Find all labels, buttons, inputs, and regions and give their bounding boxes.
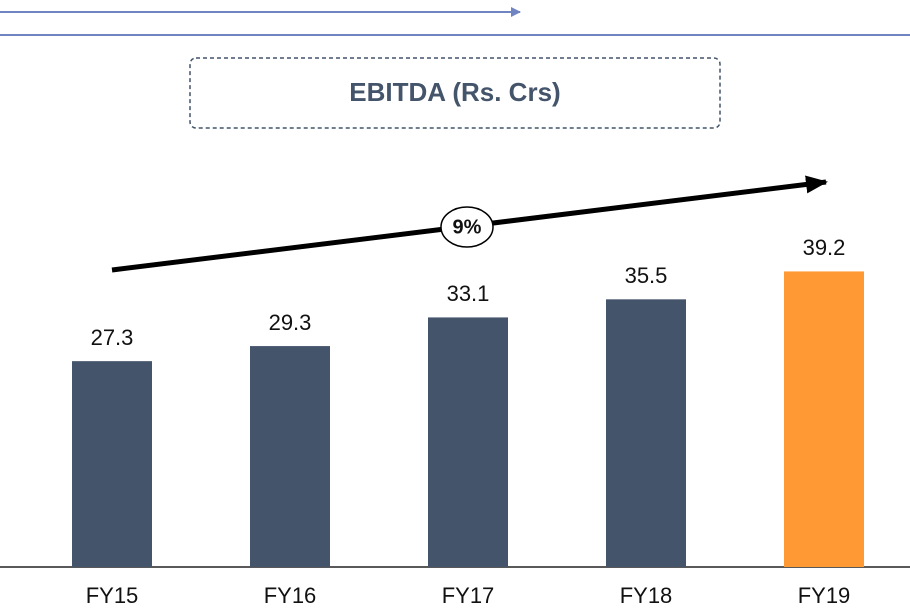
bar [606, 299, 686, 567]
x-tick-label: FY17 [442, 583, 495, 608]
x-tick-label: FY19 [798, 583, 851, 608]
value-label: 27.3 [91, 325, 134, 350]
bar [784, 271, 864, 567]
title-box [189, 57, 721, 129]
chart-title: EBITDA (Rs. Crs) [349, 77, 560, 107]
value-label: 35.5 [625, 263, 668, 288]
x-tick-label: FY15 [86, 583, 139, 608]
value-label: 33.1 [447, 281, 490, 306]
bar [72, 361, 152, 567]
x-tick-label: FY18 [620, 583, 673, 608]
growth-label: 9% [453, 216, 482, 238]
growth-badge [440, 206, 494, 248]
x-tick-label: FY16 [264, 583, 317, 608]
bar [250, 346, 330, 567]
value-label: 29.3 [269, 310, 312, 335]
bar [428, 317, 508, 567]
value-label: 39.2 [803, 235, 846, 260]
